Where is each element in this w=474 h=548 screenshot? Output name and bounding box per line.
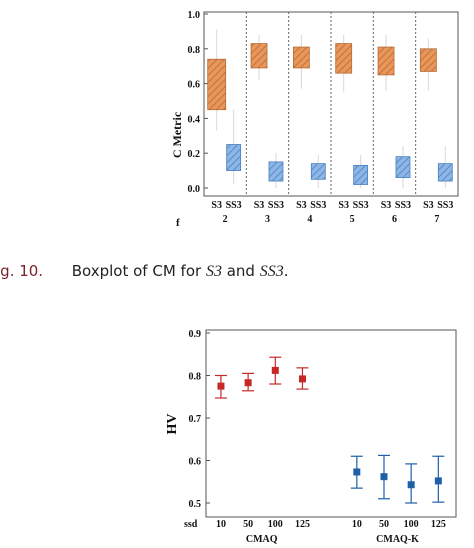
box-s3	[335, 43, 353, 74]
box-s3	[292, 46, 310, 69]
box-ss3	[268, 161, 284, 182]
y-tick-label: 0.6	[188, 80, 201, 91]
hvplot-x-axis-label: ssd	[184, 519, 198, 530]
series-label-s3: S3	[338, 200, 349, 211]
y-tick-label: 0.5	[189, 499, 202, 510]
group-label-f: 6	[392, 214, 397, 225]
series-label-ss3: SS3	[437, 200, 453, 211]
box-ss3	[395, 156, 411, 178]
box-ss3	[310, 163, 326, 180]
caption-text-pre: Boxplot of CM for	[71, 262, 206, 280]
x-tick-label: 10	[352, 519, 362, 530]
box-ss3	[353, 164, 369, 185]
x-tick-label: 50	[379, 519, 389, 530]
series-label-s3: S3	[423, 200, 434, 211]
series-label-s3: S3	[381, 200, 392, 211]
group-label-f: 5	[350, 214, 355, 225]
group-label-f: 7	[434, 214, 439, 225]
box-s3	[419, 48, 437, 72]
y-tick-label: 0.4	[188, 114, 201, 125]
hvplot-marks	[214, 356, 445, 504]
y-tick-label: 0.2	[188, 149, 201, 160]
mean-marker	[298, 375, 306, 383]
hv-errorbar-plot: 0.5 0.6 0.7 0.8 0.9 10 50 100 125 CMAQ 10 50 100 125…	[165, 329, 457, 545]
caption-figure-label: ig. 10.	[0, 262, 44, 280]
x-tick-label: 50	[243, 519, 253, 530]
x-tick-label: 10	[216, 519, 226, 530]
series-label-s3: S3	[296, 200, 307, 211]
box-ss3	[437, 163, 453, 182]
y-tick-label: 0.6	[189, 457, 202, 468]
box-s3	[250, 43, 268, 69]
hvplot-x-labels: 10 50 100 125 CMAQ 10 50 100 125 CMAQ-K	[216, 519, 446, 545]
boxplot-y-ticks: 0.0 0.2 0.4 0.6 0.8 1.0	[188, 10, 208, 195]
hvplot-y-axis-label: HV	[165, 414, 180, 435]
boxplot-group-axis-label: f	[176, 217, 180, 229]
y-tick-label: 0.9	[189, 329, 202, 340]
series-label-ss3: SS3	[353, 200, 369, 211]
box-s3	[377, 46, 395, 76]
group-label-f: 4	[307, 214, 312, 225]
series-label-s3: S3	[211, 200, 222, 211]
mean-marker	[271, 366, 279, 374]
y-tick-label: 0.8	[188, 45, 201, 56]
hvplot-y-ticks: 0.5 0.6 0.7 0.8 0.9	[189, 329, 210, 510]
group-label-f: 3	[265, 214, 270, 225]
series-label-ss3: SS3	[395, 200, 411, 211]
mean-marker	[353, 468, 361, 476]
y-tick-label: 0.8	[189, 372, 202, 383]
x-tick-label: 100	[268, 519, 283, 530]
y-tick-label: 1.0	[188, 10, 201, 21]
caption-math-ss3: SS3	[259, 263, 284, 280]
mean-marker	[434, 477, 442, 485]
caption-spacer	[48, 262, 67, 280]
boxplot-marks	[207, 29, 453, 188]
caption-math-s3: S3	[205, 263, 222, 280]
group-label: CMAQ	[246, 534, 278, 545]
hvplot-frame	[205, 329, 457, 518]
x-tick-label: 100	[404, 519, 419, 530]
box-ss3	[226, 144, 242, 172]
series-label-ss3: SS3	[268, 200, 284, 211]
x-tick-label: 125	[431, 519, 446, 530]
group-label: CMAQ-K	[376, 534, 419, 545]
caption-text-post: .	[283, 262, 289, 280]
x-tick-label: 125	[295, 519, 310, 530]
y-tick-label: 0.7	[189, 414, 202, 425]
mean-marker	[217, 382, 225, 390]
box-s3	[207, 58, 227, 111]
mean-marker	[380, 473, 388, 481]
series-label-s3: S3	[254, 200, 265, 211]
series-label-ss3: SS3	[310, 200, 326, 211]
series-label-ss3: SS3	[226, 200, 242, 211]
boxplot-group-dividers	[245, 12, 417, 196]
boxplot-y-axis-label: C Metric	[170, 111, 184, 158]
y-tick-label: 0.0	[188, 184, 201, 195]
caption-text-mid: and	[221, 262, 260, 280]
mean-marker	[244, 379, 252, 387]
group-label-f: 2	[223, 214, 228, 225]
figure-caption: ig. 10. Boxplot of CM for S3 and SS3.	[0, 262, 474, 281]
mean-marker	[407, 481, 415, 489]
